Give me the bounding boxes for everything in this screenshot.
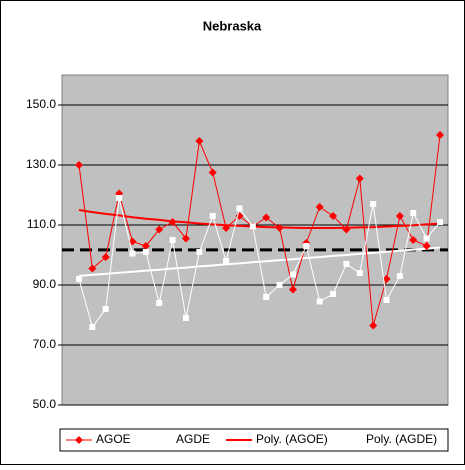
point xyxy=(222,224,231,232)
point xyxy=(195,137,204,145)
point xyxy=(196,249,203,255)
point xyxy=(236,205,243,212)
y-tick-label: 50.0 xyxy=(33,397,57,411)
legend-label: Poly. (AGOE) xyxy=(256,432,328,446)
legend-label: AGDE xyxy=(176,432,210,446)
point xyxy=(155,225,164,234)
point xyxy=(409,236,418,244)
point xyxy=(156,300,163,306)
point xyxy=(129,250,136,257)
y-tick-label: 110.0 xyxy=(27,217,56,231)
legend-marker xyxy=(75,436,83,444)
point xyxy=(303,243,310,249)
point xyxy=(223,258,230,264)
point xyxy=(262,213,271,222)
point xyxy=(182,315,189,321)
point xyxy=(168,218,177,226)
point xyxy=(209,213,216,219)
point xyxy=(181,234,190,243)
y-tick-label: 150.0 xyxy=(26,97,56,111)
legend-label: AGOE xyxy=(96,432,131,446)
trend-line xyxy=(78,209,441,229)
point xyxy=(315,203,324,211)
point xyxy=(395,212,404,220)
point xyxy=(208,168,217,177)
series-line xyxy=(78,134,441,326)
point xyxy=(101,253,110,262)
point xyxy=(330,291,337,297)
point xyxy=(102,306,109,312)
point xyxy=(76,276,82,282)
point xyxy=(249,223,256,230)
legend xyxy=(59,428,449,452)
legend-marker xyxy=(156,437,162,443)
y-tick-label: 70.0 xyxy=(33,337,57,351)
point xyxy=(89,324,96,330)
point xyxy=(343,261,350,267)
y-tick-label: 90.0 xyxy=(33,277,57,291)
point xyxy=(169,237,176,243)
point xyxy=(88,264,97,273)
point xyxy=(276,282,283,288)
point xyxy=(436,131,444,139)
point xyxy=(141,242,150,250)
point xyxy=(382,275,391,283)
point xyxy=(263,294,270,300)
series-line xyxy=(78,197,441,329)
point xyxy=(396,273,403,279)
point xyxy=(369,321,378,330)
point xyxy=(356,270,363,276)
point xyxy=(329,212,338,220)
point xyxy=(437,219,443,225)
point xyxy=(75,161,83,169)
point xyxy=(410,210,417,216)
point xyxy=(289,271,296,278)
point xyxy=(342,225,351,234)
point xyxy=(142,249,149,255)
y-tick-label: 130.0 xyxy=(26,157,56,171)
point xyxy=(275,224,284,232)
chart-title: Nebraska xyxy=(203,18,262,33)
point xyxy=(423,235,430,242)
point xyxy=(355,174,364,183)
point xyxy=(316,298,323,305)
point xyxy=(288,285,297,294)
point xyxy=(422,242,431,250)
legend-label: Poly. (AGDE) xyxy=(366,432,437,446)
point xyxy=(370,201,377,207)
point xyxy=(116,195,123,201)
point xyxy=(383,297,390,303)
